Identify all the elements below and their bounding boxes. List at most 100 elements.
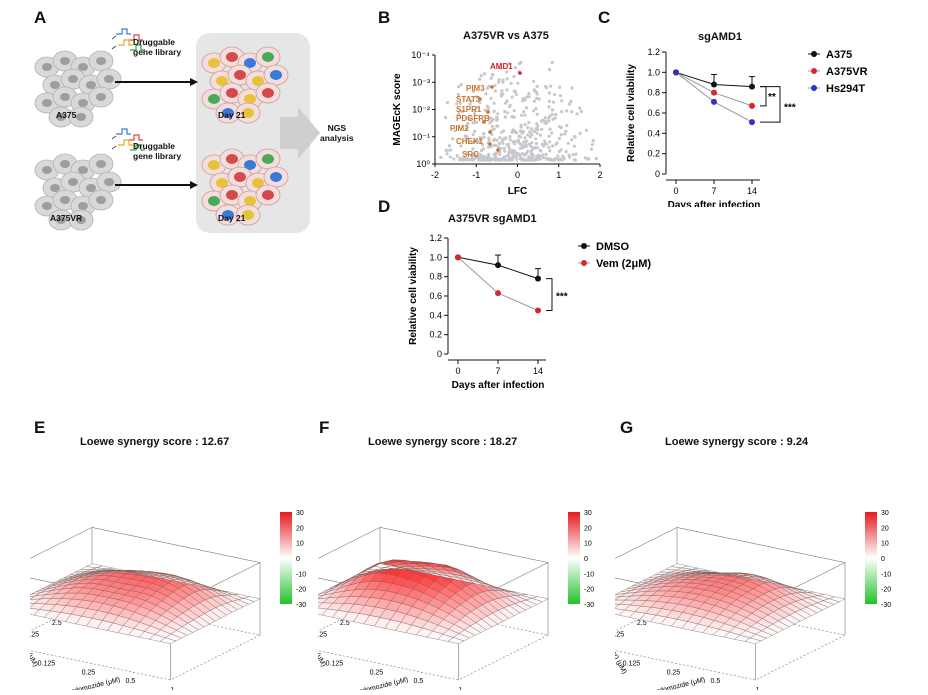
gene-point: [489, 96, 493, 100]
gene-point: [515, 158, 519, 162]
significance-label: ***: [556, 292, 568, 303]
gene-point: [507, 142, 511, 146]
gene-point: [534, 137, 538, 141]
gene-point: [574, 152, 578, 156]
gene-point: [553, 156, 558, 161]
gene-point: [535, 122, 539, 126]
gene-point: [507, 61, 511, 66]
box-base: [318, 599, 549, 681]
gene-point: [566, 141, 570, 145]
gene-label: AMD1: [490, 62, 513, 71]
colorbar-tick-label: 10: [584, 541, 592, 548]
y-tick-label: 1.25: [615, 631, 624, 638]
gene-point: [523, 98, 527, 102]
cell-nucleus: [78, 202, 88, 210]
gene-point: [445, 101, 450, 105]
panel-label-f: F: [319, 418, 330, 437]
chart-d-title: A375VR sgAMD1: [448, 213, 537, 225]
gene-point: [474, 155, 478, 159]
gene-point: [458, 101, 462, 105]
gene-point: [505, 158, 509, 162]
gene-point: [502, 146, 506, 150]
day21-top: Day 21: [218, 110, 246, 120]
gene-point: [519, 125, 523, 129]
cell-nucleus: [76, 113, 86, 121]
gene-point: [520, 146, 524, 150]
series-point: [711, 81, 717, 88]
cell-nucleus: [60, 160, 70, 168]
gene-point: [535, 131, 539, 135]
gene-point: [544, 84, 548, 88]
gene-point: [544, 142, 548, 146]
x-tick-label: 0.25: [667, 669, 681, 676]
series-point: [749, 83, 755, 90]
panel-label-g: G: [620, 418, 634, 437]
highlight-point: [482, 120, 486, 124]
gene-point: [453, 129, 457, 133]
ngs-analysis-label: NGS analysis: [320, 123, 354, 143]
gene-point: [586, 157, 590, 161]
gene-point: [501, 129, 506, 133]
gene-point: [553, 116, 557, 120]
gene-point: [594, 156, 598, 161]
gene-point: [532, 88, 536, 92]
gene-point: [559, 133, 563, 137]
gene-point: [534, 126, 538, 131]
legend-label: A375: [826, 49, 852, 61]
gene-point: [490, 132, 494, 136]
gene-point: [523, 113, 527, 117]
gene-point: [480, 143, 485, 147]
gene-point: [547, 68, 552, 72]
x-tick-label: -2: [431, 170, 439, 180]
cell-cluster-a375vr: [34, 153, 122, 231]
series-point: [673, 69, 679, 76]
gene-label: S1PR1: [456, 105, 482, 114]
cell-nucleus: [68, 178, 78, 186]
gene-point: [457, 85, 461, 89]
gene-point: [590, 142, 594, 147]
highlight-point: [490, 85, 494, 89]
gene-point: [512, 152, 516, 156]
colorbar-tick-label: 0: [296, 556, 300, 563]
gene-point: [470, 154, 474, 158]
gene-point: [473, 140, 477, 144]
x-tick-label: -1: [472, 170, 480, 180]
colorbar: [865, 512, 877, 604]
gene-point: [532, 129, 537, 134]
y-tick-label: 10⁻³: [412, 77, 430, 87]
cell-nucleus: [96, 57, 106, 65]
x-tick-label: 1: [170, 687, 174, 690]
gene-point: [493, 83, 497, 87]
gene-point: [508, 138, 512, 142]
significance-bracket: [760, 86, 767, 107]
gene-point: [503, 109, 507, 114]
gene-point: [456, 92, 461, 97]
gene-point: [537, 97, 541, 101]
gene-point: [471, 147, 475, 151]
gene-point: [489, 76, 493, 80]
gene-point: [492, 127, 496, 131]
highlight-point: [488, 130, 492, 134]
gene-point: [479, 74, 483, 78]
gene-point: [538, 149, 542, 153]
y-tick-label: 0.8: [647, 88, 660, 98]
gene-point: [498, 136, 502, 140]
volcano-points: [439, 60, 598, 162]
culture-cell-marker: [262, 154, 274, 164]
gene-point: [501, 80, 505, 84]
gene-point: [517, 134, 521, 138]
chart-c-title: sgAMD1: [698, 31, 743, 43]
gene-point: [465, 158, 470, 162]
gene-point: [547, 91, 551, 95]
y-tick-label: 2.5: [52, 620, 62, 627]
gene-point: [492, 152, 496, 156]
gene-point: [570, 110, 574, 114]
cell-nucleus: [104, 178, 114, 186]
legend-marker: [581, 260, 587, 266]
cell-nucleus: [86, 184, 96, 192]
surface-cell: [243, 596, 261, 602]
colorbar-tick-label: 20: [296, 525, 304, 532]
gene-point: [550, 60, 554, 64]
gene-point: [532, 99, 537, 103]
gene-point: [524, 139, 529, 143]
